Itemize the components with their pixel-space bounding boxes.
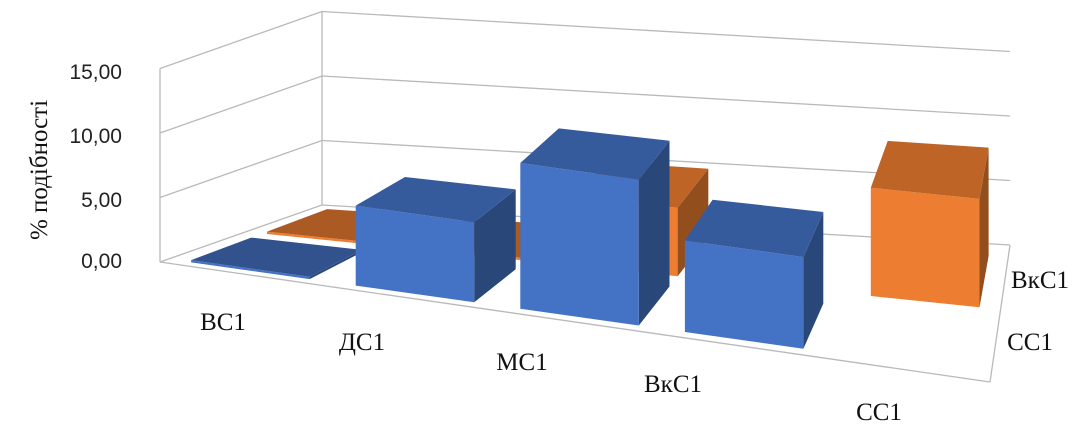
gridline xyxy=(321,10,1011,53)
bar-side-face xyxy=(803,212,824,349)
x-category-label: МС1 xyxy=(496,349,547,376)
bar-top-face xyxy=(684,199,824,258)
bar-top-face xyxy=(355,177,516,223)
y-tick-label: 5,00 xyxy=(81,189,122,212)
bar-top-face xyxy=(520,128,670,180)
bar-front-face xyxy=(355,205,475,303)
gridline xyxy=(159,10,323,70)
x-category-label: ВкС1 xyxy=(644,371,702,398)
depth-series-label: СС1 xyxy=(1007,329,1053,356)
x-category-label: ДС1 xyxy=(339,329,385,356)
bar xyxy=(870,140,989,308)
y-tick-label: 15,00 xyxy=(69,61,122,84)
y-axis-label: % подібності xyxy=(26,100,53,240)
bar-top-face xyxy=(870,140,989,199)
y-tick-label: 10,00 xyxy=(69,125,122,148)
x-category-label: СС1 xyxy=(856,399,902,426)
bar xyxy=(684,199,824,349)
bar-side-face xyxy=(979,147,989,308)
bar-side-face xyxy=(474,189,516,303)
labels: % подібності 0,00 5,00 10,00 15,00 ВС1 Д… xyxy=(26,61,1069,426)
gridline xyxy=(159,204,323,263)
x-category-label: ВС1 xyxy=(200,309,246,336)
gridline xyxy=(321,75,1011,117)
gridline xyxy=(159,139,323,199)
bar-front-face xyxy=(267,231,376,246)
y-tick-label: 0,00 xyxy=(81,250,122,273)
bar-front-face xyxy=(191,260,310,280)
bar xyxy=(355,177,516,303)
bar-top-face xyxy=(191,237,362,277)
bar-front-face xyxy=(520,163,639,326)
floor-edge xyxy=(989,244,1011,383)
bar-side-face xyxy=(638,140,670,326)
gridline xyxy=(159,75,323,134)
bar-front-face xyxy=(684,240,804,349)
bar-side-face xyxy=(309,249,362,280)
bar xyxy=(520,128,670,326)
bars xyxy=(191,128,989,349)
bar-front-face xyxy=(870,187,980,308)
bar xyxy=(191,237,362,280)
depth-series-label: ВкС1 xyxy=(1011,267,1069,294)
floor-edge xyxy=(159,261,991,383)
gridlines xyxy=(159,10,1011,383)
